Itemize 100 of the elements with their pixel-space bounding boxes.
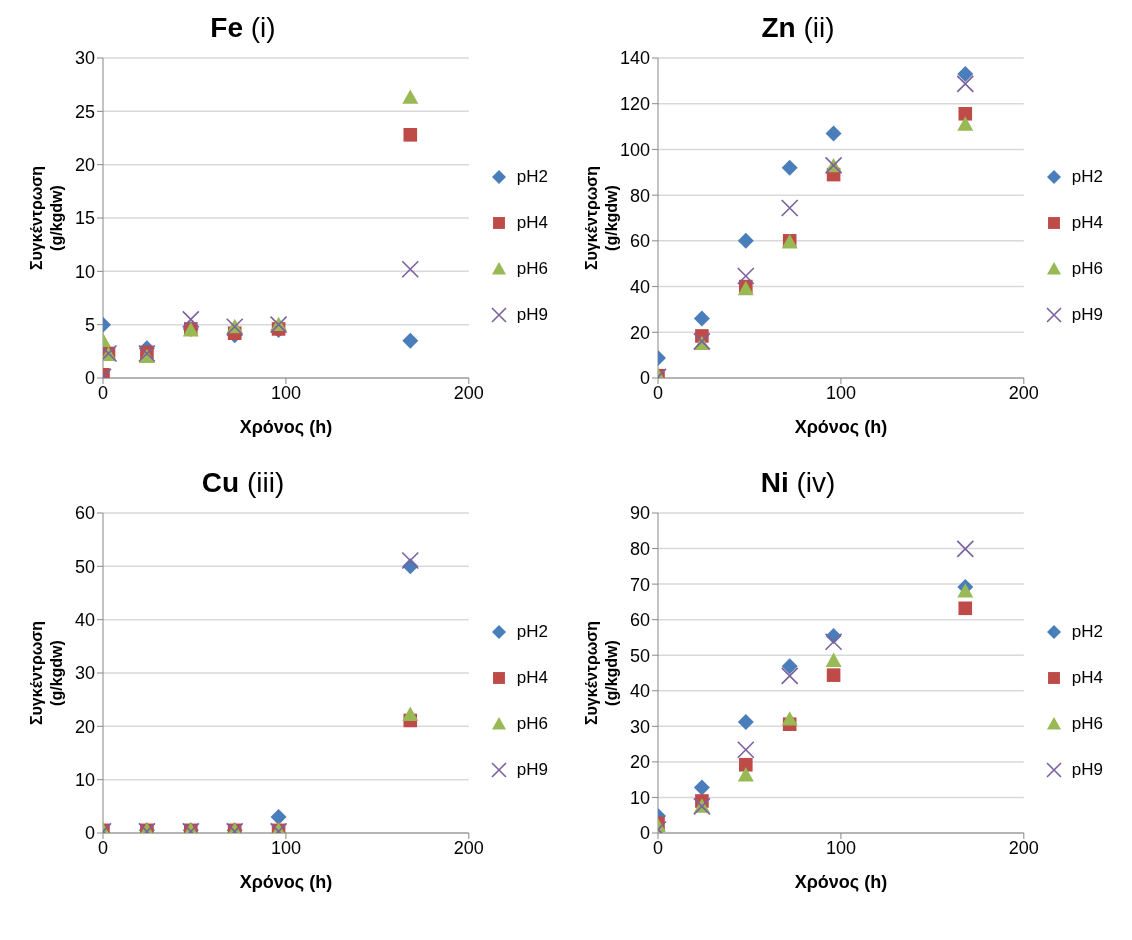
y-tick-label: 25	[74, 101, 95, 122]
point	[956, 75, 975, 93]
y-tick-label: 90	[629, 503, 650, 524]
y-tick-label: 140	[619, 48, 650, 69]
x-axis-title: Χρόνος (h)	[794, 417, 888, 437]
chart-title: Cu (iii)	[200, 466, 286, 500]
x-tick-label: 100	[270, 837, 301, 858]
y-tick-label: 50	[74, 556, 95, 577]
point	[957, 116, 974, 131]
legend-label: pH6	[1071, 713, 1103, 734]
legend-label: pH9	[516, 304, 548, 325]
legend-label: pH2	[1071, 166, 1103, 187]
legend-label: pH4	[516, 212, 548, 233]
point	[693, 310, 710, 327]
y-tick-label: 20	[629, 322, 650, 343]
x-tick-label: 200	[453, 837, 484, 858]
x-axis-title: Χρόνος (h)	[239, 872, 333, 892]
legend-label: pH6	[516, 258, 548, 279]
legend-label: pH9	[1071, 304, 1103, 325]
y-tick-label: 20	[74, 155, 95, 176]
x-axis-title: Χρόνος (h)	[239, 417, 333, 437]
chart-title: Zn (ii)	[760, 11, 836, 45]
x-tick-label: 100	[270, 382, 301, 403]
y-tick-label: 0	[84, 368, 95, 389]
y-axis-title: Συγκέντρωση (g/kgdw)	[28, 165, 65, 271]
legend-label: pH9	[1071, 759, 1103, 780]
point	[825, 652, 842, 667]
point	[957, 66, 974, 82]
point	[737, 232, 754, 249]
point	[402, 706, 419, 721]
y-tick-label: 30	[74, 663, 95, 684]
y-axis-title: Συγκέντρωση (g/kgdw)	[583, 620, 620, 726]
point	[737, 714, 754, 731]
point	[401, 551, 420, 570]
point	[737, 767, 754, 782]
x-tick-label: 0	[97, 382, 109, 403]
y-tick-label: 60	[629, 231, 650, 252]
point	[693, 779, 710, 796]
point	[826, 668, 841, 682]
legend-label: pH2	[1071, 621, 1103, 642]
point	[825, 125, 842, 142]
point	[956, 540, 975, 558]
x-tick-label: 200	[1008, 382, 1039, 403]
y-tick-label: 70	[629, 574, 650, 595]
x-tick-label: 0	[652, 382, 664, 403]
legend-label: pH6	[1071, 258, 1103, 279]
x-tick-label: 0	[97, 837, 109, 858]
x-tick-label: 100	[825, 382, 856, 403]
legend-label: pH2	[516, 166, 548, 187]
x-tick-label: 200	[1008, 837, 1039, 858]
legend-label: pH9	[516, 759, 548, 780]
point	[737, 267, 755, 285]
chart-title: Ni (iv)	[759, 466, 837, 500]
y-tick-label: 60	[74, 503, 95, 524]
y-tick-label: 0	[639, 823, 650, 844]
x-axis-title: Χρόνος (h)	[794, 872, 888, 892]
y-tick-label: 30	[74, 48, 95, 69]
y-tick-label: 40	[74, 610, 95, 631]
point	[402, 332, 419, 349]
y-tick-label: 5	[84, 315, 95, 336]
y-axis-title: Συγκέντρωση (g/kgdw)	[583, 165, 620, 271]
point	[402, 89, 419, 104]
y-tick-label: 10	[74, 770, 95, 791]
y-tick-label: 0	[639, 368, 650, 389]
y-tick-label: 80	[629, 185, 650, 206]
y-axis-title: Συγκέντρωση (g/kgdw)	[28, 620, 65, 726]
x-tick-label: 100	[825, 837, 856, 858]
y-tick-label: 40	[629, 276, 650, 297]
legend-label: pH4	[1071, 667, 1103, 688]
y-tick-label: 10	[74, 261, 95, 282]
y-tick-label: 100	[619, 139, 650, 160]
point	[958, 601, 973, 616]
legend-label: pH4	[1071, 212, 1103, 233]
point	[781, 159, 798, 176]
point	[781, 658, 798, 675]
x-tick-label: 0	[652, 837, 664, 858]
legend-label: pH2	[516, 621, 548, 642]
y-tick-label: 80	[629, 538, 650, 559]
point	[958, 106, 973, 121]
point	[737, 741, 755, 759]
point	[780, 667, 799, 685]
y-tick-label: 15	[74, 208, 95, 229]
point	[780, 199, 799, 217]
y-tick-label: 0	[84, 823, 95, 844]
legend-label: pH4	[516, 667, 548, 688]
point	[824, 632, 843, 651]
y-tick-label: 30	[629, 716, 650, 737]
y-tick-label: 20	[74, 716, 95, 737]
y-tick-label: 20	[629, 752, 650, 773]
point	[182, 310, 200, 329]
chart-title: Fe (i)	[209, 11, 277, 45]
legend-label: pH6	[516, 713, 548, 734]
y-tick-label: 60	[629, 610, 650, 631]
y-tick-label: 50	[629, 645, 650, 666]
point	[957, 583, 974, 598]
y-tick-label: 120	[619, 94, 650, 115]
x-tick-label: 200	[453, 382, 484, 403]
point	[403, 128, 418, 142]
y-tick-label: 40	[629, 681, 650, 702]
point	[401, 260, 420, 278]
